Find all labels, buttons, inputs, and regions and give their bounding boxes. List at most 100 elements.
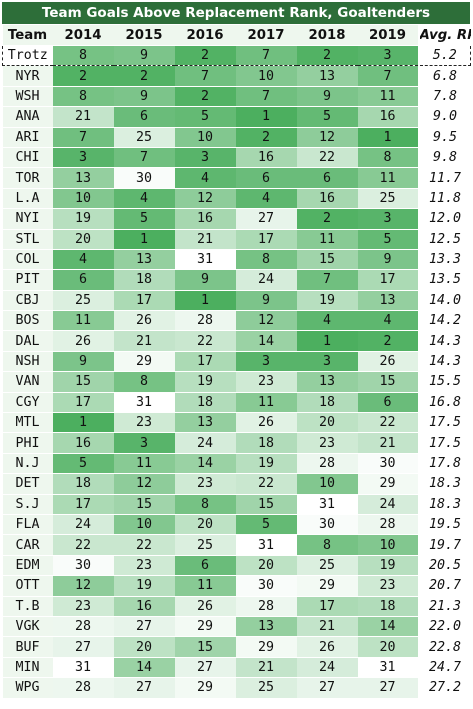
rank-cell: 9 <box>357 249 419 271</box>
rank-cell: 21 <box>357 432 419 454</box>
team-label: CGY <box>2 392 53 414</box>
rank-cell: 20 <box>235 555 297 577</box>
rank-cell: 19 <box>235 453 297 475</box>
rank-cell: 2 <box>296 44 358 67</box>
rank-cell: 1 <box>52 412 114 434</box>
avg-rank-cell: 11.7 <box>417 167 471 189</box>
table-row: MTL 1 23 13 26 20 22 17.5 <box>2 412 471 434</box>
table-row: OTT 12 19 11 30 29 23 20.7 <box>2 575 471 597</box>
table-row: ARI 7 25 10 2 12 1 9.5 <box>2 127 471 148</box>
rank-cell: 8 <box>113 371 175 393</box>
team-label: VAN <box>2 371 53 393</box>
table-row: STL 20 1 21 17 11 5 12.5 <box>2 229 471 250</box>
rank-cell: 20 <box>357 636 419 658</box>
rank-cell: 31 <box>357 657 419 679</box>
rank-cell: 28 <box>357 514 419 536</box>
rank-cell: 9 <box>296 86 358 108</box>
rank-cell: 31 <box>52 657 114 679</box>
team-label: WPG <box>2 677 53 699</box>
rank-cell: 24 <box>235 269 297 291</box>
rank-cell: 3 <box>174 147 236 169</box>
avg-rank-cell: 9.0 <box>417 106 471 128</box>
rank-cell: 7 <box>174 65 236 87</box>
rank-cell: 12 <box>113 473 175 495</box>
column-header-2015: 2015 <box>113 25 175 46</box>
avg-rank-cell: 13.3 <box>417 249 471 271</box>
rank-cell: 13 <box>52 167 114 189</box>
rank-cell: 7 <box>296 269 358 291</box>
rank-cell: 8 <box>174 494 236 515</box>
team-label: ARI <box>2 127 53 148</box>
rank-cell: 24 <box>357 494 419 515</box>
rank-cell: 28 <box>52 677 114 699</box>
table-row: N.J 5 11 14 19 28 30 17.8 <box>2 453 471 475</box>
column-header-2016: 2016 <box>174 25 236 46</box>
rank-cell: 26 <box>296 636 358 658</box>
team-label: NYR <box>2 65 53 87</box>
rank-cell: 22 <box>296 147 358 169</box>
rank-cell: 15 <box>52 371 114 393</box>
column-header-2014: 2014 <box>52 25 114 46</box>
rank-cell: 6 <box>52 269 114 291</box>
rank-cell: 5 <box>174 106 236 128</box>
rank-cell: 13 <box>174 412 236 434</box>
rank-cell: 19 <box>113 575 175 597</box>
rank-cell: 4 <box>235 188 297 210</box>
avg-rank-cell: 7.8 <box>417 86 471 108</box>
table-body: Trotz 8 9 2 7 2 3 5.2 NYR 2 2 7 10 13 7 6.8 WSH 8 9 2 7 9 11 7.… <box>2 44 471 699</box>
avg-rank-cell: 11.8 <box>417 188 471 210</box>
rank-cell: 23 <box>52 596 114 617</box>
avg-rank-cell: 14.2 <box>417 310 471 332</box>
rank-cell: 18 <box>235 432 297 454</box>
rank-cell: 24 <box>52 514 114 536</box>
rank-cell: 23 <box>113 412 175 434</box>
team-label: T.B <box>2 596 53 617</box>
table-row: BUF 27 20 15 29 26 20 22.8 <box>2 636 471 658</box>
rank-cell: 5 <box>357 229 419 250</box>
chart-title: Team Goals Above Replacement Rank, Goalt… <box>2 2 470 24</box>
rank-cell: 27 <box>52 636 114 658</box>
team-label: CHI <box>2 147 53 169</box>
rank-cell: 5 <box>52 453 114 475</box>
rank-cell: 31 <box>113 392 175 414</box>
avg-rank-cell: 18.3 <box>417 494 471 515</box>
team-label: MIN <box>2 657 53 679</box>
rank-cell: 16 <box>357 106 419 128</box>
rank-cell: 12 <box>174 188 236 210</box>
table-row: T.B 23 16 26 28 17 18 21.3 <box>2 596 471 617</box>
rank-cell: 2 <box>174 86 236 108</box>
rank-cell: 27 <box>296 677 358 699</box>
rank-cell: 18 <box>52 473 114 495</box>
rank-cell: 3 <box>235 351 297 373</box>
rank-cell: 11 <box>357 86 419 108</box>
rank-cell: 25 <box>52 290 114 312</box>
rank-cell: 21 <box>52 106 114 128</box>
rank-cell: 10 <box>296 473 358 495</box>
rank-cell: 25 <box>296 555 358 577</box>
rank-cell: 17 <box>357 269 419 291</box>
table-row: BOS 11 26 28 12 4 4 14.2 <box>2 310 471 332</box>
rank-cell: 20 <box>296 412 358 434</box>
table-row: L.A 10 4 12 4 16 25 11.8 <box>2 188 471 210</box>
rank-cell: 23 <box>174 473 236 495</box>
rank-cell: 2 <box>113 65 175 87</box>
rank-cell: 4 <box>296 310 358 332</box>
team-label: FLA <box>2 514 53 536</box>
avg-rank-cell: 24.7 <box>417 657 471 679</box>
rank-cell: 27 <box>113 616 175 638</box>
rank-cell: 11 <box>357 167 419 189</box>
rank-cell: 14 <box>357 616 419 638</box>
rank-cell: 20 <box>174 514 236 536</box>
rank-cell: 11 <box>52 310 114 332</box>
rank-cell: 22 <box>52 534 114 556</box>
avg-rank-cell: 22.0 <box>417 616 471 638</box>
rank-cell: 11 <box>296 229 358 250</box>
rank-cell: 3 <box>52 147 114 169</box>
rank-cell: 22 <box>174 330 236 352</box>
avg-rank-cell: 14.0 <box>417 290 471 312</box>
rank-cell: 26 <box>113 310 175 332</box>
rank-cell: 8 <box>357 147 419 169</box>
team-label: CBJ <box>2 290 53 312</box>
rank-cell: 4 <box>357 310 419 332</box>
rank-cell: 17 <box>296 596 358 617</box>
